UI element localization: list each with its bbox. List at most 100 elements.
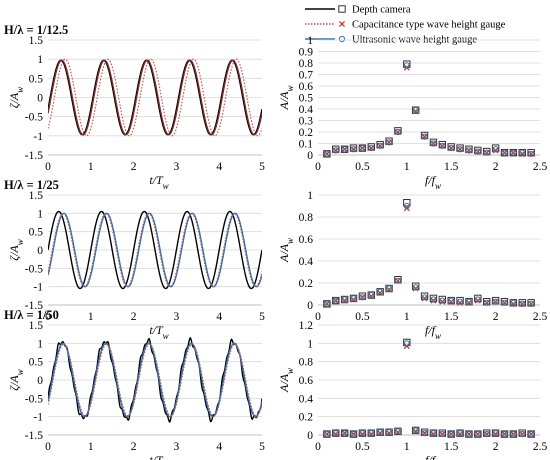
data-point-square	[456, 144, 464, 152]
data-point-circle	[323, 300, 330, 307]
data-point-circle	[528, 430, 535, 438]
data-point-circle	[528, 150, 535, 157]
y-tick-label: 0.4	[299, 104, 314, 116]
data-point-circle	[368, 292, 375, 299]
x-tick-label: 3	[174, 311, 180, 323]
data-point-circle	[483, 149, 490, 156]
data-point-circle	[483, 430, 490, 438]
data-point-x	[465, 299, 473, 306]
data-point-x	[377, 430, 384, 437]
data-point-x	[457, 431, 464, 438]
data-point-circle	[492, 430, 499, 437]
data-point-circle	[448, 297, 455, 304]
y-tick-label: 1.5	[29, 190, 44, 202]
data-point-square	[340, 429, 349, 437]
data-point-square	[411, 426, 420, 435]
data-point-circle	[332, 147, 339, 154]
x-axis-label: f/fw	[425, 453, 441, 460]
legend-marker-square	[338, 5, 346, 13]
y-tick-label: 0.8	[299, 212, 314, 224]
data-point-circle	[501, 149, 508, 156]
data-point-circle	[359, 145, 366, 152]
y-tick-label: 1	[307, 338, 313, 350]
chart-panel-time: H/λ = 1/25-1.5-1-0.500.511.50 1 2 3 4 5t/Twζ/…	[4, 178, 265, 341]
data-point-circle	[332, 297, 339, 304]
data-point-circle	[377, 429, 384, 436]
data-point-square	[358, 429, 367, 437]
data-point-square	[491, 296, 500, 305]
data-point-x	[510, 300, 517, 307]
data-point-circle	[350, 295, 357, 302]
y-tick-label: 0.5	[29, 357, 44, 369]
legend: Depth camera Capacitance type wave height…	[305, 5, 506, 46]
data-point-circle	[377, 288, 384, 295]
data-point-x	[412, 428, 419, 435]
data-point-circle	[501, 430, 508, 438]
data-point-square	[376, 140, 384, 149]
legend-marker-x	[338, 20, 346, 28]
data-point-circle	[430, 140, 437, 147]
data-point-square	[518, 149, 526, 157]
y-tick-label: 1	[307, 190, 313, 202]
data-point-square	[429, 429, 438, 437]
y-tick-label: 0.7	[299, 70, 314, 82]
data-point-x	[385, 286, 393, 293]
data-point-square	[447, 143, 455, 151]
data-point-square	[509, 149, 518, 157]
data-point-x	[332, 431, 339, 438]
data-point-circle	[439, 430, 446, 438]
data-point-x	[492, 431, 499, 438]
y-tick-label: -0.5	[25, 263, 43, 275]
data-point-x	[359, 431, 366, 438]
y-axis-label: ζ/Aw	[7, 87, 25, 109]
x-tick-label: 0	[45, 441, 51, 453]
x-tick-label: 2	[131, 441, 137, 453]
data-point-circle	[474, 430, 481, 438]
data-point-x	[430, 297, 437, 304]
x-tick-label: 1	[404, 441, 410, 453]
data-point-circle	[519, 430, 526, 438]
y-tick-label: 0.6	[299, 375, 314, 387]
data-point-square	[358, 144, 367, 152]
data-point-circle	[448, 145, 455, 152]
data-point-square	[323, 150, 331, 158]
data-point-square	[509, 430, 518, 438]
data-point-circle	[421, 430, 428, 437]
data-point-circle	[332, 430, 339, 437]
data-point-square	[474, 146, 482, 155]
data-point-circle	[519, 149, 526, 156]
chart-panel-spectrum: 00.10.20.30.40.50.60.70.80.910 0.5 1 1.5 2 2.…	[277, 35, 547, 191]
data-point-square	[367, 143, 375, 151]
data-point-circle	[385, 139, 393, 146]
x-axis-label: t/Tw	[149, 173, 168, 191]
y-tick-label: -1.5	[25, 150, 43, 162]
y-tick-label: 1	[37, 338, 43, 350]
y-tick-label: 0.6	[299, 234, 314, 246]
y-tick-label: 1.5	[29, 35, 44, 47]
data-point-circle	[412, 284, 419, 291]
data-point-circle	[385, 285, 393, 292]
data-point-circle	[483, 299, 490, 306]
y-tick-label: -1.5	[25, 300, 43, 312]
data-point-square	[429, 138, 438, 147]
y-tick-label: 0.4	[299, 256, 314, 268]
y-tick-label: 0	[37, 375, 43, 387]
data-point-square	[527, 430, 535, 438]
data-point-x	[368, 431, 375, 438]
y-tick-label: 0	[307, 430, 313, 442]
x-tick-label: 0.5	[355, 161, 370, 173]
data-point-square	[438, 295, 447, 304]
legend-label: Depth camera	[352, 5, 411, 16]
x-tick-label: 1	[88, 441, 94, 453]
data-point-circle	[519, 300, 526, 307]
x-tick-label: 3	[174, 161, 180, 173]
chart-panel-time: H/λ = 1/50-1.5-1-0.500.511.5012345t/Twζ/…	[4, 308, 265, 460]
data-point-circle	[403, 62, 410, 69]
y-tick-label: -1	[33, 282, 43, 294]
x-tick-label: 1.5	[444, 161, 459, 173]
data-point-circle	[492, 146, 499, 153]
data-point-circle	[412, 427, 419, 434]
y-tick-label: 0.8	[299, 58, 314, 70]
x-tick-label: 2	[493, 441, 499, 453]
y-tick-label: 0.9	[299, 47, 314, 59]
